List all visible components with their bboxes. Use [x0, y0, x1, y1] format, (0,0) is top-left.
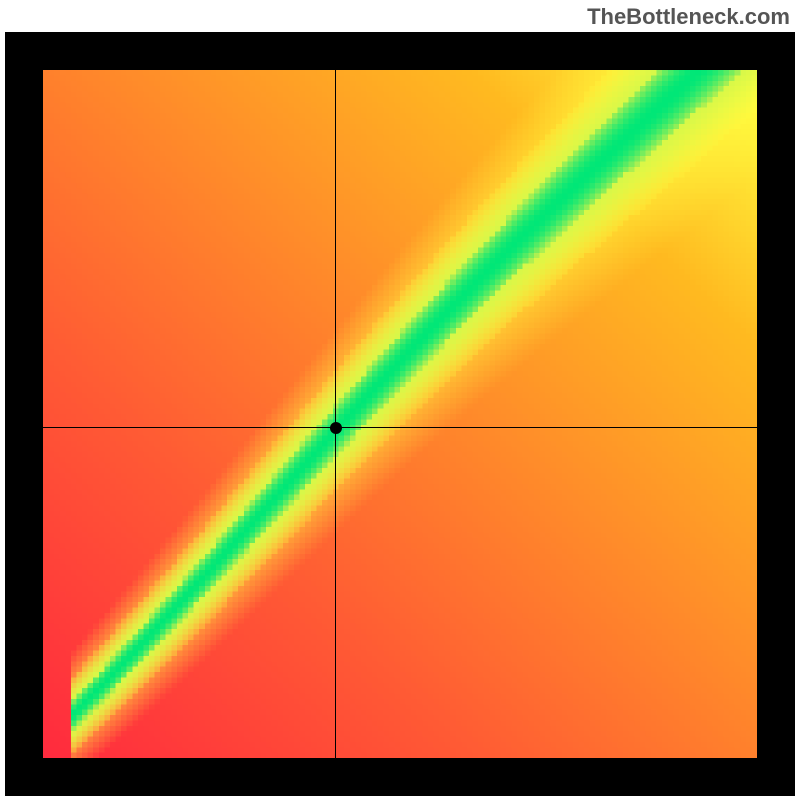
bottleneck-heatmap	[43, 70, 757, 758]
attribution-text: TheBottleneck.com	[587, 4, 790, 30]
selected-point-marker	[330, 422, 342, 434]
crosshair-horizontal	[43, 427, 757, 428]
chart-container: TheBottleneck.com	[0, 0, 800, 800]
crosshair-vertical	[335, 70, 336, 758]
